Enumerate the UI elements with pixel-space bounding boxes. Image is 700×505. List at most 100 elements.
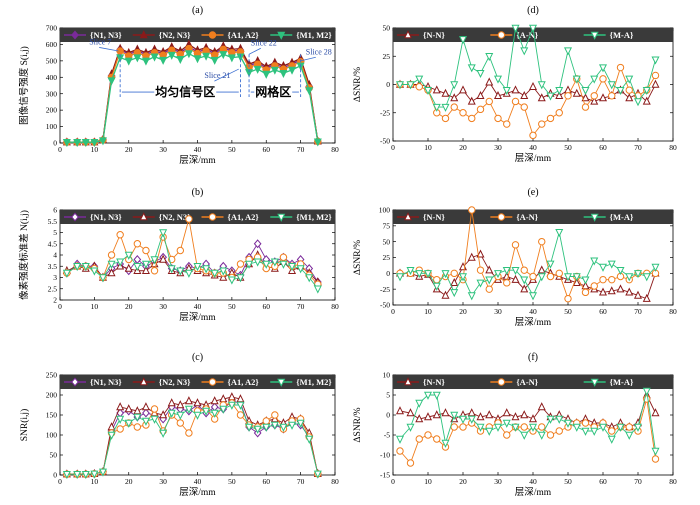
uniform-zone-label: 均匀信号区: [155, 84, 215, 99]
x-tick-label: 20: [459, 143, 467, 152]
data-point: [150, 405, 159, 413]
data-point: [185, 215, 193, 223]
x-tick-label: 60: [599, 307, 607, 316]
data-point: [546, 272, 555, 281]
x-tick-label: 70: [634, 477, 642, 486]
data-point: [458, 273, 468, 282]
data-point: [511, 423, 520, 432]
data-point: [423, 270, 433, 279]
data-point: [441, 290, 450, 299]
data-point: [633, 270, 643, 279]
legend-entry: {M1, M2}: [296, 212, 332, 222]
annotations: 均匀信号区 网格区 Slice 7 Slice 21 Slice 22 Slice 28: [89, 37, 332, 100]
data-point: [288, 66, 297, 75]
data-point: [651, 71, 660, 80]
data-point: [415, 75, 424, 84]
data-point: [493, 90, 503, 99]
data-point: [598, 64, 608, 73]
data-point: [81, 263, 90, 272]
data-point: [520, 276, 529, 285]
y-axis-label: ΔSNR/%: [353, 407, 363, 442]
y-axis-label: 图像信号强度 S(i,j): [18, 46, 30, 125]
legend-marker: [277, 31, 286, 40]
data-point: [253, 258, 262, 267]
slice-arrow: [99, 47, 119, 52]
y-axis-label: ΔSNR/%: [353, 67, 363, 102]
y-tick-label: -50: [380, 137, 390, 146]
data-point: [450, 423, 458, 431]
data-point: [468, 114, 476, 123]
data-point: [555, 90, 564, 99]
data-point: [485, 53, 494, 62]
data-point: [441, 408, 450, 417]
data-point: [116, 415, 125, 424]
x-tick-label: 30: [494, 307, 502, 316]
data-point: [176, 56, 185, 65]
legend-marker: [139, 30, 148, 39]
data-point: [90, 267, 99, 276]
data-point: [253, 239, 262, 249]
data-point: [555, 269, 563, 278]
data-point: [476, 249, 485, 258]
legend-marker: [208, 378, 217, 386]
y-tick-label: 6: [53, 206, 57, 215]
grid-zone-label: 网格区: [255, 84, 291, 99]
data-point: [210, 409, 219, 418]
data-point: [537, 81, 546, 90]
legend-background: [393, 375, 673, 389]
legend-marker: [590, 213, 599, 222]
x-tick-label: 70: [297, 302, 305, 311]
data-point: [210, 56, 219, 65]
x-tick-label: 70: [634, 307, 642, 316]
data-point: [176, 419, 185, 427]
data-point: [511, 85, 520, 94]
data-point: [432, 410, 441, 419]
y-tick-label: 100: [379, 206, 391, 215]
data-point: [537, 402, 546, 411]
data-point: [485, 97, 493, 106]
data-point: [236, 394, 245, 403]
data-point: [116, 402, 125, 411]
data-point: [598, 287, 608, 296]
series-3: [395, 387, 660, 456]
legend-entry: {N2, N3}: [159, 212, 191, 222]
legend-marker: [208, 213, 217, 221]
data-point: [476, 105, 485, 114]
data-point: [520, 103, 528, 111]
data-point: [520, 266, 528, 274]
data-point: [450, 93, 459, 102]
data-point: [90, 138, 99, 147]
data-point: [202, 52, 211, 61]
chart-panel-d: (d) 0 10 20 30 40 50 60 70 80 -50 -25 0 25 50 层深/mm ΔSNR…: [353, 5, 677, 164]
y-tick-label: 0: [53, 139, 57, 148]
legend: {N-N} {A-N} {M-A}: [393, 210, 673, 224]
data-point: [227, 276, 236, 285]
data-point: [279, 260, 288, 269]
y-tick-label: 0: [386, 411, 390, 420]
data-point: [124, 404, 133, 413]
data-point: [642, 293, 651, 302]
data-point: [511, 274, 520, 283]
data-point: [423, 391, 433, 400]
legend-marker: [497, 378, 506, 386]
data-point: [432, 103, 441, 112]
y-tick-label: -10: [380, 451, 390, 460]
x-tick-label: 20: [459, 307, 467, 316]
data-point: [528, 423, 538, 432]
data-point: [107, 268, 116, 277]
data-point: [159, 254, 168, 263]
data-point: [107, 260, 116, 269]
data-point: [572, 273, 581, 282]
data-point: [415, 399, 424, 408]
y-tick-label: -50: [380, 301, 390, 310]
data-point: [424, 431, 432, 439]
data-point: [642, 96, 651, 105]
slice-label: Slice 21: [204, 71, 230, 80]
data-point: [520, 423, 528, 431]
data-point: [406, 266, 415, 275]
data-point: [415, 83, 423, 91]
x-tick-label: 40: [529, 477, 537, 486]
data-point: [546, 114, 555, 123]
legend: {N-N} {A-N} {M-A}: [393, 375, 673, 389]
data-point: [245, 423, 254, 432]
